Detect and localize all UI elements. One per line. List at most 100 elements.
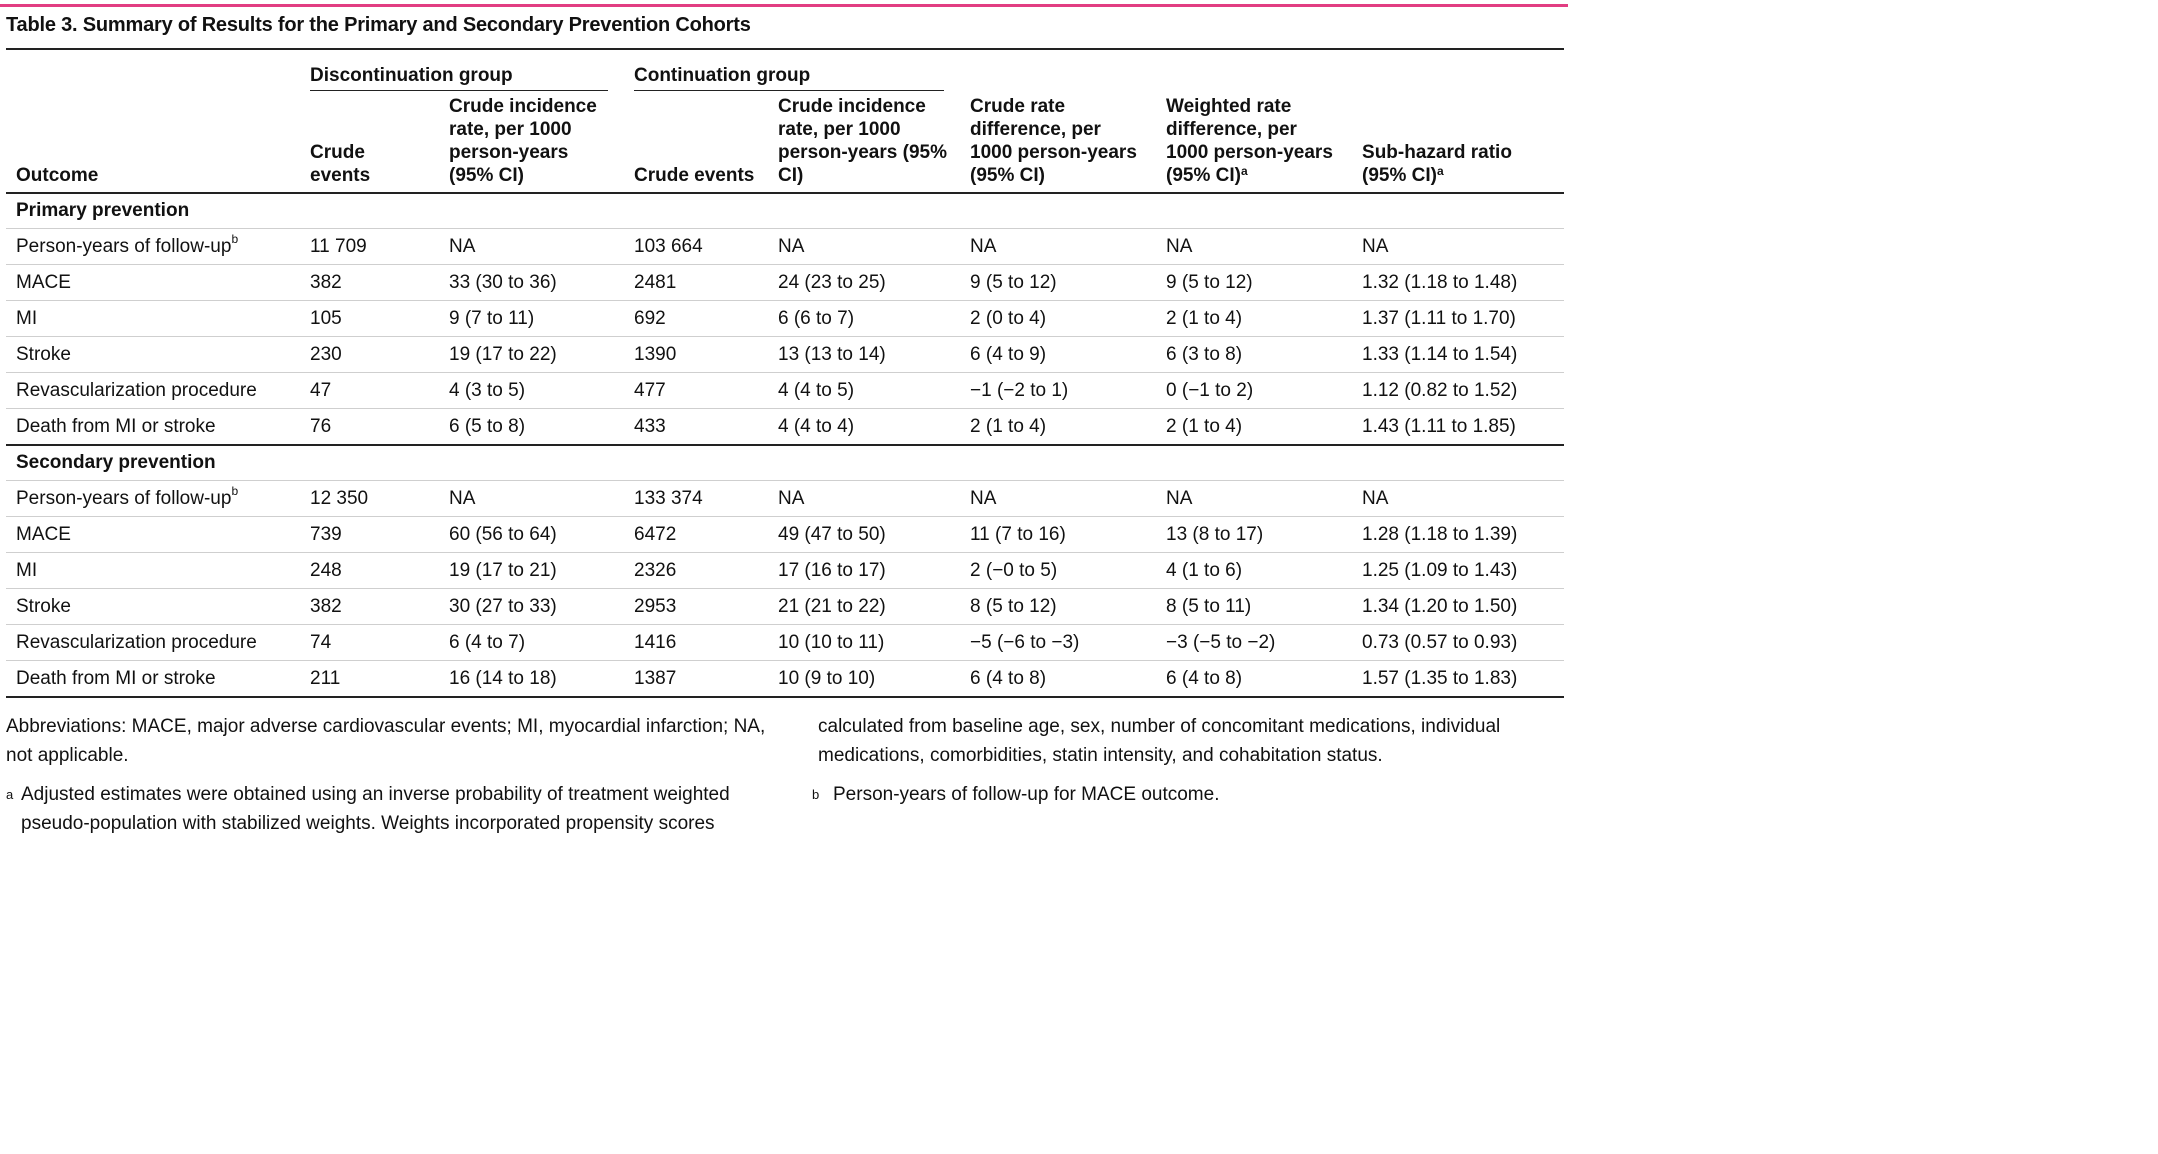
cell-cont-crude-events: 6472: [624, 516, 768, 553]
cell-disc-crude-incidence: 6 (4 to 7): [439, 624, 624, 661]
cell-cont-crude-incidence: 10 (10 to 11): [768, 624, 961, 661]
cell-sub-hazard-ratio: NA: [1352, 480, 1565, 517]
cell-cont-crude-events: 103 664: [624, 228, 768, 265]
cell-cont-crude-incidence: 13 (13 to 14): [768, 336, 961, 373]
cell-weighted-rate-difference: 13 (8 to 17): [1156, 516, 1353, 553]
header-outcome: Outcome: [16, 165, 99, 186]
section-label: Primary prevention: [16, 200, 190, 221]
cell-disc-crude-incidence: 6 (5 to 8): [439, 408, 624, 445]
cell-sub-hazard-ratio: 1.57 (1.35 to 1.83): [1352, 660, 1565, 697]
cell-disc-crude-events: 11 709: [300, 228, 439, 265]
section-row: Secondary prevention: [6, 444, 1565, 481]
cell-outcome: MI: [6, 552, 300, 589]
cell-crude-rate-difference: −5 (−6 to −3): [960, 624, 1157, 661]
table-row: Death from MI or stroke 211 16 (14 to 18) 1…: [6, 660, 1565, 697]
abbreviations-note: Abbreviations: MACE, major adverse cardi…: [6, 716, 766, 766]
cell-disc-crude-incidence: 4 (3 to 5): [439, 372, 624, 409]
header-weighted-rate-difference: Weighted rate difference, per 1000 perso…: [1166, 96, 1333, 186]
cell-sub-hazard-ratio: 1.12 (0.82 to 1.52): [1352, 372, 1565, 409]
cell-cont-crude-incidence: 6 (6 to 7): [768, 300, 961, 337]
cell-cont-crude-events: 133 374: [624, 480, 768, 517]
cell-cont-crude-events: 1390: [624, 336, 768, 373]
footnote-marker: b: [231, 483, 239, 498]
table-row: MACE 739 60 (56 to 64) 6472 49 (47 to 50) 11 …: [6, 516, 1565, 553]
cell-crude-rate-difference: 2 (1 to 4): [960, 408, 1157, 445]
header-cont-crude-events: Crude events: [634, 165, 755, 186]
cell-weighted-rate-difference: 2 (1 to 4): [1156, 408, 1353, 445]
cell-weighted-rate-difference: −3 (−5 to −2): [1156, 624, 1353, 661]
cell-outcome: Revascularization procedure: [6, 624, 300, 661]
table-row: Stroke 230 19 (17 to 22) 1390 13 (13 to 14) 6…: [6, 336, 1565, 373]
cell-sub-hazard-ratio: 1.28 (1.18 to 1.39): [1352, 516, 1565, 553]
cell-crude-rate-difference: 6 (4 to 8): [960, 660, 1157, 697]
cell-disc-crude-incidence: 19 (17 to 22): [439, 336, 624, 373]
cell-disc-crude-incidence: 33 (30 to 36): [439, 264, 624, 301]
cell-cont-crude-events: 2953: [624, 588, 768, 625]
table-row: Death from MI or stroke 76 6 (5 to 8) 433 4 …: [6, 408, 1565, 445]
cell-sub-hazard-ratio: NA: [1352, 228, 1565, 265]
cell-cont-crude-events: 2326: [624, 552, 768, 589]
cell-sub-hazard-ratio: 1.25 (1.09 to 1.43): [1352, 552, 1565, 589]
cell-weighted-rate-difference: NA: [1156, 228, 1353, 265]
cell-weighted-rate-difference: 6 (3 to 8): [1156, 336, 1353, 373]
cell-outcome: Stroke: [6, 336, 300, 373]
cell-cont-crude-events: 433: [624, 408, 768, 445]
cell-cont-crude-events: 692: [624, 300, 768, 337]
cell-disc-crude-events: 739: [300, 516, 439, 553]
cell-cont-crude-incidence: 10 (9 to 10): [768, 660, 961, 697]
results-table-container: Outcome Discontinuation group Continuati…: [6, 48, 1565, 698]
cell-cont-crude-events: 2481: [624, 264, 768, 301]
cell-disc-crude-events: 105: [300, 300, 439, 337]
header-continuation-group: Continuation group: [624, 49, 960, 95]
footnote-a: a Adjusted estimates were obtained using…: [6, 780, 796, 838]
header-disc-crude-incidence: Crude incidence rate, per 1000 person-ye…: [449, 96, 597, 186]
cell-cont-crude-incidence: NA: [768, 228, 961, 265]
table-footnotes: Abbreviations: MACE, major adverse cardi…: [6, 712, 1564, 839]
footnote-a-continued: calculated from baseline age, sex, numbe…: [818, 716, 1501, 766]
cell-weighted-rate-difference: 8 (5 to 11): [1156, 588, 1353, 625]
cell-weighted-rate-difference: 2 (1 to 4): [1156, 300, 1353, 337]
cell-cont-crude-incidence: 21 (21 to 22): [768, 588, 961, 625]
header-disc-crude-events: Crude events: [310, 142, 371, 186]
cell-disc-crude-incidence: 9 (7 to 11): [439, 300, 624, 337]
cell-weighted-rate-difference: 9 (5 to 12): [1156, 264, 1353, 301]
table-title: Table 3. Summary of Results for the Prim…: [6, 14, 751, 36]
cell-disc-crude-events: 76: [300, 408, 439, 445]
table-row: MI 248 19 (17 to 21) 2326 17 (16 to 17) 2 (−0…: [6, 552, 1565, 589]
cell-disc-crude-incidence: NA: [439, 480, 624, 517]
cell-crude-rate-difference: 6 (4 to 9): [960, 336, 1157, 373]
cell-sub-hazard-ratio: 1.33 (1.14 to 1.54): [1352, 336, 1565, 373]
cell-crude-rate-difference: 2 (−0 to 5): [960, 552, 1157, 589]
cell-disc-crude-incidence: 30 (27 to 33): [439, 588, 624, 625]
cell-cont-crude-events: 477: [624, 372, 768, 409]
cell-disc-crude-incidence: NA: [439, 228, 624, 265]
cell-outcome: Revascularization procedure: [6, 372, 300, 409]
table-row: MACE 382 33 (30 to 36) 2481 24 (23 to 25) 9 (…: [6, 264, 1565, 301]
cell-disc-crude-events: 211: [300, 660, 439, 697]
header-cont-crude-incidence: Crude incidence rate, per 1000 person-ye…: [778, 96, 947, 186]
cell-disc-crude-incidence: 19 (17 to 21): [439, 552, 624, 589]
cell-outcome: MACE: [6, 264, 300, 301]
cell-weighted-rate-difference: 6 (4 to 8): [1156, 660, 1353, 697]
footnote-b-text: Person-years of follow-up for MACE outco…: [833, 784, 1220, 805]
table-row: Revascularization procedure 74 6 (4 to 7) 1…: [6, 624, 1565, 661]
cell-crude-rate-difference: 9 (5 to 12): [960, 264, 1157, 301]
cell-outcome: Person-years of follow-upb: [6, 480, 300, 517]
footnote-a-mark: a: [6, 787, 14, 802]
cell-outcome: Death from MI or stroke: [6, 660, 300, 697]
cell-cont-crude-incidence: 24 (23 to 25): [768, 264, 961, 301]
cell-cont-crude-incidence: 4 (4 to 4): [768, 408, 961, 445]
footnote-marker: b: [231, 231, 239, 246]
accent-bar: [0, 4, 1568, 7]
cell-crude-rate-difference: 8 (5 to 12): [960, 588, 1157, 625]
cell-disc-crude-incidence: 16 (14 to 18): [439, 660, 624, 697]
cell-crude-rate-difference: 11 (7 to 16): [960, 516, 1157, 553]
results-table: Outcome Discontinuation group Continuati…: [6, 48, 1565, 698]
cell-disc-crude-incidence: 60 (56 to 64): [439, 516, 624, 553]
header-sub-hazard-ratio: Sub-hazard ratio (95% CI)a: [1362, 142, 1512, 186]
table-header: Outcome Discontinuation group Continuati…: [6, 49, 1565, 193]
cell-crude-rate-difference: NA: [960, 480, 1157, 517]
cell-disc-crude-events: 382: [300, 588, 439, 625]
cell-sub-hazard-ratio: 1.34 (1.20 to 1.50): [1352, 588, 1565, 625]
cell-cont-crude-incidence: 49 (47 to 50): [768, 516, 961, 553]
